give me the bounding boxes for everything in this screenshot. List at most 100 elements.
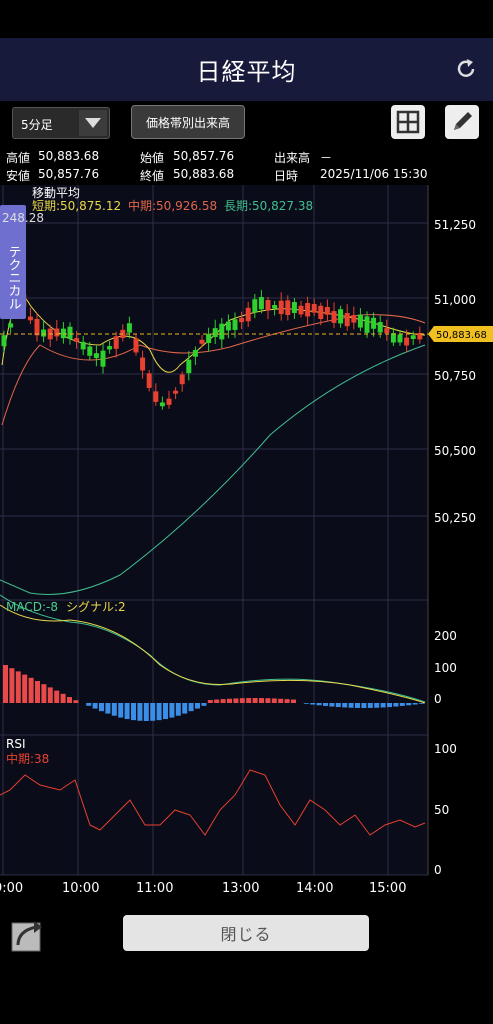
candle-body <box>113 336 119 349</box>
candle-body <box>1 335 7 347</box>
candle-body <box>107 346 113 350</box>
macd-bar <box>195 703 200 709</box>
candle-body <box>166 398 172 405</box>
chart-grid <box>0 185 429 876</box>
macd-bar <box>143 703 149 721</box>
volume-label: 出来高 <box>274 151 311 165</box>
macd-bar <box>188 703 194 712</box>
status-bar <box>0 0 493 38</box>
macd-bar <box>35 681 40 703</box>
macd-bar <box>399 703 405 706</box>
macd-bar <box>406 703 412 706</box>
macd-panel <box>0 594 426 721</box>
macd-tick: 0 <box>434 692 442 706</box>
macd-bar <box>86 703 92 706</box>
candle-body <box>291 302 297 313</box>
draw-button[interactable] <box>445 105 479 139</box>
candle-body <box>219 323 225 340</box>
close-button[interactable]: 閉じる <box>123 915 369 951</box>
technical-tab[interactable] <box>0 205 26 319</box>
layout-grid-button[interactable] <box>391 105 425 139</box>
macd-bar <box>271 698 277 703</box>
time-tick: 15:00 <box>369 881 406 896</box>
macd-bar <box>329 703 335 707</box>
candle-body <box>159 402 165 407</box>
candle-body <box>390 333 396 343</box>
ma-mid-legend: 中期:50,926.58 <box>128 198 217 213</box>
volume-profile-button[interactable]: 価格帯別出来高 <box>131 105 245 139</box>
candle-body <box>212 328 218 338</box>
candle-body <box>34 318 40 336</box>
macd-bar <box>316 703 322 706</box>
candle-body <box>258 297 264 310</box>
candle-body <box>344 313 350 327</box>
interval-value: 5分足 <box>21 118 53 132</box>
candle-body <box>100 350 106 367</box>
candle-body <box>60 328 66 339</box>
macd-bar <box>246 698 252 703</box>
macd-bar <box>393 703 399 707</box>
ma-short-legend: 短期:50,875.12 <box>32 199 121 213</box>
candle-body <box>278 300 284 315</box>
technical-tab-value: 248.28 <box>2 211 44 225</box>
macd-bar <box>355 703 360 708</box>
stock-chart[interactable]: 移動平均 短期:50,875.12 中期:50,926.58 長期:50,827… <box>0 185 493 905</box>
macd-bar <box>265 698 271 703</box>
close-label: 終値 <box>140 169 165 183</box>
interval-select[interactable]: 5分足 <box>12 107 110 139</box>
price-axis: 51,250 51,000 50,750 50,500 50,250 <box>434 218 476 525</box>
signal-line <box>0 604 426 704</box>
candle-body <box>153 391 159 402</box>
macd-bar <box>303 703 309 704</box>
volume-value: － <box>320 151 333 165</box>
macd-bar <box>67 697 72 703</box>
macd-bar <box>28 677 34 703</box>
candle-body <box>27 316 33 321</box>
macd-bar <box>182 703 188 714</box>
candle-body <box>357 314 363 328</box>
macd-bar <box>169 703 175 718</box>
candle-body <box>80 341 86 350</box>
candle-body <box>377 322 383 333</box>
candlesticks <box>1 287 423 410</box>
price-info-panel: 高値 50,883.68 始値 50,857.76 出来高 － 安値 50,85… <box>0 147 493 185</box>
app-header: 日経平均 <box>0 38 493 101</box>
candle-body <box>173 390 179 394</box>
rsi-title: RSI <box>6 737 26 751</box>
macd-bar <box>124 703 130 720</box>
candle-body <box>384 328 390 334</box>
page-title: 日経平均 <box>196 58 297 86</box>
macd-bar <box>41 684 47 703</box>
candle-body <box>397 334 403 343</box>
rsi-tick: 50 <box>434 803 449 817</box>
candle-body <box>410 335 416 340</box>
macd-bar <box>54 690 60 703</box>
time-tick: 10:00 <box>62 881 99 896</box>
candle-body <box>311 304 317 313</box>
price-tick: 50,250 <box>434 511 476 525</box>
price-tick: 50,750 <box>434 369 476 383</box>
macd-bar <box>419 703 424 704</box>
price-tick: 51,000 <box>434 293 476 307</box>
candle-body <box>225 321 231 331</box>
macd-bar <box>348 703 354 708</box>
rsi-tick: 0 <box>434 863 442 877</box>
plot-background <box>0 185 428 875</box>
macd-bar <box>220 699 226 703</box>
ma-title: 移動平均 <box>32 186 80 200</box>
macd-bar <box>291 699 296 703</box>
macd-bar <box>335 703 341 708</box>
macd-tick: 200 <box>434 629 457 643</box>
macd-bar <box>233 698 239 703</box>
time-axis: 9:00 10:00 11:00 13:00 14:00 15:00 <box>0 881 406 896</box>
refresh-icon[interactable] <box>453 56 479 82</box>
signal-legend: シグナル:2 <box>66 600 126 614</box>
back-arrow-icon[interactable] <box>10 917 48 953</box>
datetime-value: 2025/11/06 15:30 <box>320 167 428 181</box>
macd-bar <box>412 703 418 705</box>
candle-body <box>417 332 423 340</box>
macd-bar <box>214 699 220 703</box>
macd-bar <box>118 703 124 718</box>
candle-body <box>285 300 291 316</box>
macd-bar <box>22 674 28 703</box>
